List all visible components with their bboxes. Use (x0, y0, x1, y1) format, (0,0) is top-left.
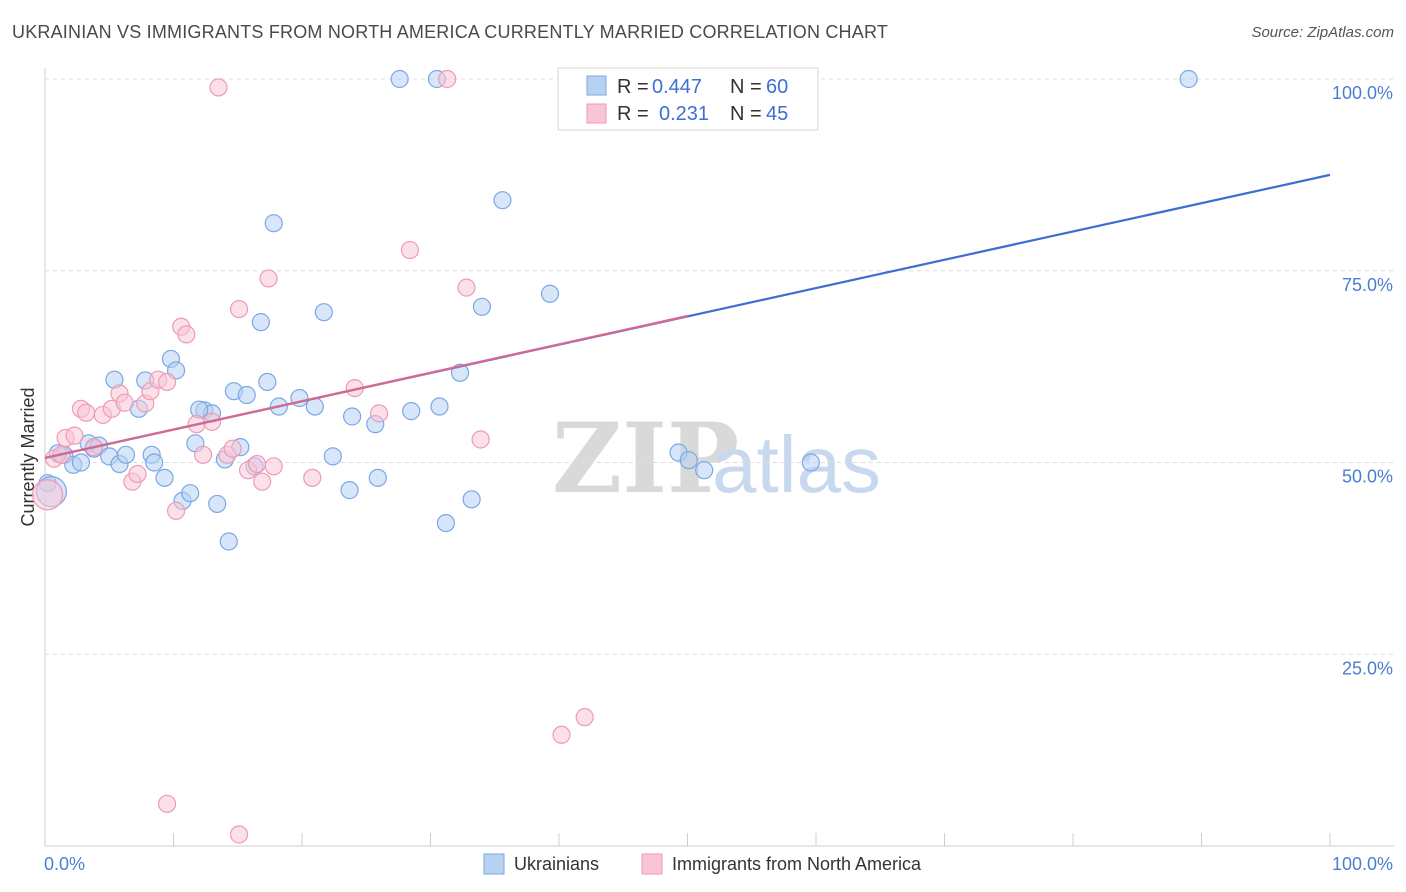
immigrants-point (223, 439, 242, 458)
ukrainians-point (540, 284, 560, 303)
legend-r-value-a: 0.447 (652, 76, 702, 98)
legend-n-label-b: N = (730, 103, 762, 125)
immigrants-point (253, 472, 272, 491)
immigrants-point (157, 794, 177, 813)
ukrainians-point (402, 402, 421, 421)
ukrainians-point (368, 468, 387, 487)
series-immigrants-points (31, 69, 665, 844)
immigrants-point (438, 69, 457, 89)
ukrainians-point (323, 447, 342, 466)
y-tick-labels: 25.0% 50.0% 75.0% 100.0% (1332, 83, 1393, 678)
legend-swatch-immigrants (586, 103, 607, 124)
ukrainians-point (314, 303, 333, 322)
ukrainians-point (208, 494, 227, 514)
legend-r-label-a: R = (617, 76, 649, 98)
immigrants-point (303, 468, 322, 487)
immigrants-point (575, 708, 594, 727)
immigrants-point (193, 445, 213, 464)
immigrants-point (370, 404, 389, 423)
immigrants-point (552, 725, 571, 744)
immigrants-point (259, 269, 278, 288)
ukrainians-point (343, 407, 362, 426)
ukrainians-point (71, 453, 91, 472)
y-tick-label-25: 25.0% (1342, 658, 1393, 678)
ukrainians-point (1179, 69, 1198, 89)
legend-n-value-b: 45 (766, 103, 788, 125)
trend-lines (44, 173, 1331, 459)
legend-swatch-ukrainians (586, 75, 607, 96)
source-label: Source: ZipAtlas.com (1251, 24, 1394, 41)
chart-title: UKRAINIAN VS IMMIGRANTS FROM NORTH AMERI… (12, 22, 889, 42)
ukrainians-point (264, 214, 283, 233)
immigrants-point (31, 479, 64, 511)
series-ukrainians-points (35, 69, 1198, 551)
ukrainians-point (116, 445, 136, 464)
bottom-legend-swatch-immigrants (641, 853, 663, 875)
bottom-legend-label-immigrants: Immigrants from North America (672, 854, 922, 874)
ukrainians-point (258, 372, 277, 392)
ukrainians-point (801, 453, 820, 472)
immigrants-point (471, 430, 490, 449)
ukrainians-point (251, 313, 270, 332)
ukrainians-point (679, 451, 698, 470)
bottom-legend-label-ukrainians: Ukrainians (514, 854, 599, 874)
immigrants-point (65, 426, 84, 445)
immigrants-point (166, 501, 186, 520)
ukrainians-point (145, 453, 164, 472)
bottom-legend-swatch-ukrainians (483, 853, 505, 875)
series-legend: Ukrainians Immigrants from North America (483, 853, 922, 875)
ukrainians-point (181, 484, 200, 503)
immigrants-point (247, 454, 267, 474)
immigrants-point (229, 300, 249, 319)
watermark-zip: ZIP (552, 402, 739, 515)
ukrainians-point (390, 69, 409, 89)
ukrainians-point (493, 191, 512, 210)
immigrants-point (157, 372, 177, 392)
y-tick-label-75: 75.0% (1342, 275, 1393, 295)
ukrainians-point (237, 385, 256, 405)
x-axis-ticks (44, 833, 1331, 846)
immigrants-point (457, 278, 476, 297)
ukrainians-point (462, 490, 481, 509)
y-tick-label-100: 100.0% (1332, 83, 1393, 103)
legend-n-label-a: N = (730, 76, 762, 98)
immigrants-point (209, 78, 228, 97)
x-tick-label-end: 100.0% (1332, 854, 1393, 874)
ukrainians-point (472, 297, 491, 316)
x-tick-label-start: 0.0% (44, 854, 85, 874)
y-axis-label: Currently Married (18, 387, 38, 526)
immigrants-point (229, 825, 249, 844)
immigrants-point (77, 403, 96, 422)
trend-line-immigrants (44, 314, 688, 459)
ukrainians-point (219, 532, 238, 551)
immigrants-point (128, 464, 147, 484)
immigrants-point (177, 325, 196, 344)
y-tick-label-50: 50.0% (1342, 467, 1393, 487)
gridlines (45, 78, 1394, 655)
ukrainians-point (430, 397, 449, 416)
immigrants-point (115, 393, 134, 412)
correlation-legend: R = 0.447 N = 60 R = 0.231 N = 45 (557, 67, 819, 131)
ukrainians-point (695, 461, 714, 480)
ukrainians-point (340, 481, 359, 500)
immigrants-point (264, 457, 283, 476)
legend-r-label-b: R = (617, 103, 649, 125)
immigrants-point (400, 240, 420, 260)
ukrainians-point (436, 513, 456, 533)
legend-n-value-a: 60 (766, 76, 788, 98)
legend-r-value-b: 0.231 (659, 103, 709, 125)
ukrainians-point (155, 468, 174, 487)
watermark-atlas: atlas (712, 420, 881, 509)
